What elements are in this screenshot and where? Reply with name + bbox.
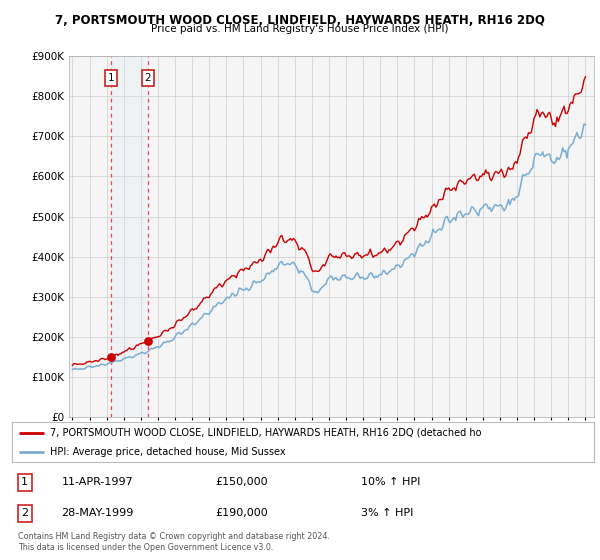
Text: Price paid vs. HM Land Registry's House Price Index (HPI): Price paid vs. HM Land Registry's House … (151, 24, 449, 34)
Text: 28-MAY-1999: 28-MAY-1999 (61, 508, 134, 519)
Point (107, 353, 116, 362)
Text: 2: 2 (21, 508, 28, 519)
Text: This data is licensed under the Open Government Licence v3.0.: This data is licensed under the Open Gov… (18, 543, 274, 552)
Point (143, 337, 152, 346)
Text: 7, PORTSMOUTH WOOD CLOSE, LINDFIELD, HAYWARDS HEATH, RH16 2DQ (detached ho: 7, PORTSMOUTH WOOD CLOSE, LINDFIELD, HAY… (50, 428, 481, 438)
Text: 10% ↑ HPI: 10% ↑ HPI (361, 478, 421, 487)
Text: 3% ↑ HPI: 3% ↑ HPI (361, 508, 413, 519)
Text: £190,000: £190,000 (216, 508, 268, 519)
Text: 2: 2 (145, 73, 151, 83)
Text: £150,000: £150,000 (216, 478, 268, 487)
Text: 1: 1 (22, 478, 28, 487)
Text: 7, PORTSMOUTH WOOD CLOSE, LINDFIELD, HAYWARDS HEATH, RH16 2DQ: 7, PORTSMOUTH WOOD CLOSE, LINDFIELD, HAY… (55, 14, 545, 27)
Bar (112, 56, 148, 417)
Text: 11-APR-1997: 11-APR-1997 (61, 478, 133, 487)
Text: HPI: Average price, detached house, Mid Sussex: HPI: Average price, detached house, Mid … (50, 446, 286, 456)
Text: Contains HM Land Registry data © Crown copyright and database right 2024.: Contains HM Land Registry data © Crown c… (18, 532, 330, 541)
Text: 1: 1 (108, 73, 115, 83)
